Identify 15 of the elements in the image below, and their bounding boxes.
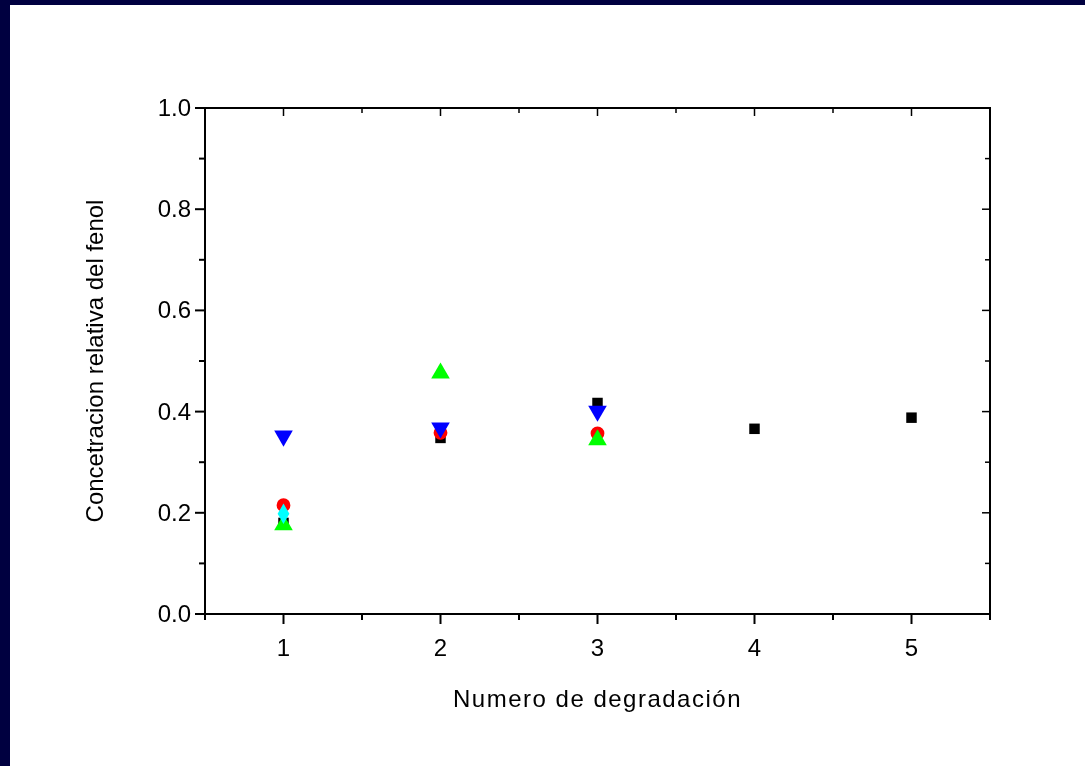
y-tick-label: 0.4 <box>157 397 191 425</box>
y-tick-label: 0.6 <box>157 296 191 324</box>
point <box>906 412 917 423</box>
y-tick-label: 0.0 <box>157 600 191 627</box>
y-tick-label: 1.0 <box>157 94 191 121</box>
x-tick-label: 2 <box>433 634 448 661</box>
y-tick-label: 0.2 <box>157 498 191 526</box>
x-tick-label: 4 <box>747 634 762 661</box>
x-tick-label: 1 <box>276 634 291 661</box>
y-axis-title: Concetracion relativa del fenol <box>81 199 108 523</box>
x-tick-label: 5 <box>904 634 919 661</box>
x-tick-label: 3 <box>590 634 605 661</box>
x-axis-title: Numero de degradación <box>453 685 742 712</box>
y-tick-label: 0.8 <box>157 195 191 223</box>
point <box>749 423 760 435</box>
